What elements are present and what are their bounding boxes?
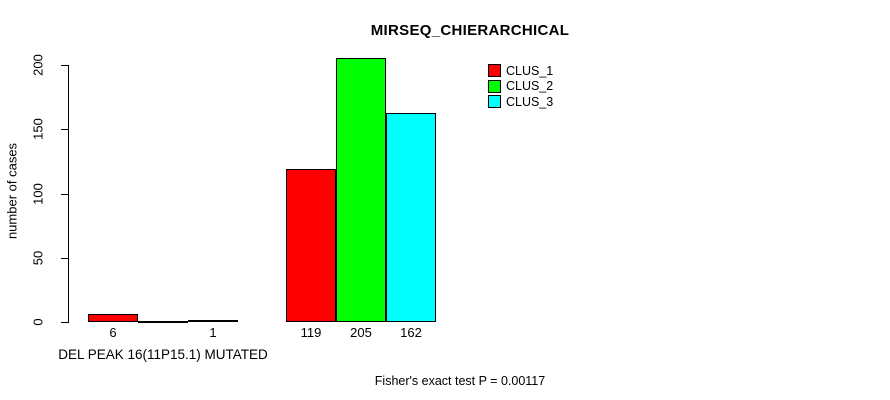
clus_3-swatch-icon	[488, 95, 501, 109]
chart-title: MIRSEQ_CHIERARCHICAL	[370, 22, 570, 39]
bar-value-label: 1	[209, 325, 217, 340]
bar-value-label: 162	[400, 325, 422, 340]
y-tick-label: 100	[30, 183, 46, 205]
bar-clus_3-group2	[386, 113, 436, 322]
y-tick	[61, 194, 68, 195]
bar-value-label: 6	[109, 325, 117, 340]
bar-clus_3-group1	[188, 320, 238, 322]
bar-value-label: 205	[350, 325, 372, 340]
legend-item-clus_2: CLUS_2	[488, 79, 553, 95]
x-category-label: DEL PEAK 16(11P15.1) MUTATED	[58, 347, 268, 362]
fisher-test-caption: Fisher's exact test P = 0.00117	[374, 374, 546, 388]
y-axis-line	[68, 65, 69, 323]
legend-item-clus_1: CLUS_1	[488, 63, 553, 79]
y-tick	[61, 129, 68, 130]
bar-clus_2-group2	[336, 58, 386, 322]
clus_2-swatch-icon	[488, 79, 501, 93]
bar-clus_1-group2	[286, 169, 336, 322]
y-tick-label: 200	[30, 54, 46, 76]
legend-label: CLUS_2	[506, 79, 554, 94]
y-tick	[61, 258, 68, 259]
legend-label: CLUS_1	[506, 63, 554, 78]
legend-item-clus_3: CLUS_3	[488, 94, 553, 110]
y-tick-label: 150	[30, 118, 46, 140]
legend: CLUS_1 CLUS_2 CLUS_3	[488, 63, 553, 110]
y-tick-label: 0	[30, 318, 46, 326]
bar-clus_1-group1	[88, 314, 138, 322]
legend-label: CLUS_3	[506, 94, 554, 109]
clus_1-swatch-icon	[488, 64, 501, 78]
y-tick	[61, 65, 68, 66]
y-tick	[61, 322, 68, 323]
y-axis-label: number of cases	[4, 142, 20, 240]
y-tick-label: 50	[30, 250, 46, 266]
bar-clus_2-group1	[138, 321, 188, 323]
bar-value-label: 119	[300, 325, 322, 340]
